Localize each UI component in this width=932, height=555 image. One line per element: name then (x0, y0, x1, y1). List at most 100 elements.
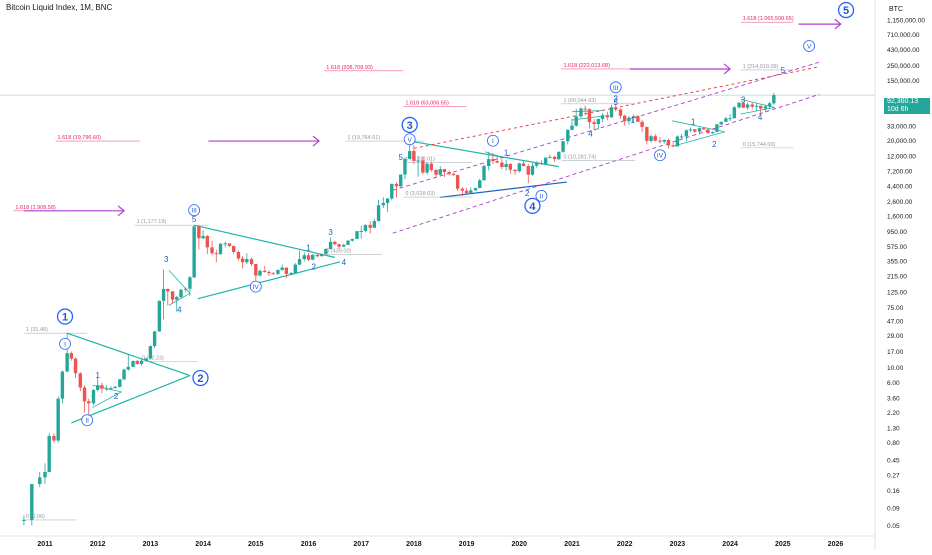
candle-body (96, 385, 100, 390)
triangle-upper (194, 224, 335, 258)
y-tick-label: 125.00 (887, 290, 907, 297)
candle-body (38, 477, 42, 485)
candle-body (311, 254, 315, 260)
fib-level-label: 1.618 (63,006.65) (405, 101, 449, 107)
y-tick-label: 430,000.00 (887, 47, 920, 54)
candle-body (508, 164, 513, 170)
candle-body (113, 386, 117, 389)
candle-body (205, 235, 210, 248)
y-tick-label: 3.60 (887, 395, 900, 402)
candle-body (201, 235, 205, 239)
candle-body (706, 129, 710, 134)
wave-label: 5 (843, 5, 849, 17)
candle-body (350, 238, 354, 241)
candle-body (438, 169, 442, 175)
y-axis: 1,150,000.00 710,000.00 430,000.00 250,000.… (887, 17, 925, 529)
wave-label-circle (837, 1, 855, 19)
y-tick-label: 20,000.00 (887, 138, 916, 145)
candle-body (118, 379, 122, 387)
candle-body (231, 246, 236, 252)
candle-body (56, 398, 60, 441)
wave-label: 3 (164, 255, 169, 264)
y-tick-label: 29.00 (887, 333, 904, 340)
y-tick-label: 2.20 (887, 410, 900, 417)
candle-body (280, 267, 284, 270)
candle-body (249, 259, 254, 265)
candle-body (319, 254, 324, 257)
candle-body (315, 254, 320, 257)
candle-body (548, 156, 552, 158)
candle-body (587, 109, 592, 123)
currency-label: BTC (889, 6, 903, 13)
x-tick-label: 2021 (564, 541, 580, 548)
wave-label-circle (524, 197, 541, 215)
small-wedge (484, 151, 504, 159)
candle-body (245, 259, 249, 263)
wave-label: 4 (177, 305, 182, 314)
wave-label: 4 (342, 258, 347, 267)
candles (22, 92, 776, 526)
last-price-badge[interactable]: 92,360.13 10d 6h (884, 98, 930, 114)
channel-lower (392, 93, 820, 234)
candle-body (627, 117, 631, 122)
fib-level-label: 1 (214,910.09) (743, 64, 779, 70)
candle-body (658, 140, 662, 142)
candle-body (109, 388, 113, 390)
candle-body (355, 231, 359, 239)
fib-level-label: 1.618 (222,013.68) (563, 63, 610, 69)
wave-label-circle (56, 308, 74, 325)
candle-body (473, 187, 478, 191)
y-tick-label: 0.05 (887, 523, 900, 530)
fib-level-label: 0 (15,744.00) (743, 142, 776, 148)
candle-body (442, 169, 447, 173)
candle-body (179, 289, 183, 297)
y-tick-label: 75.00 (887, 305, 904, 312)
wave-labels: 1III12234III5IV12343V5I124II3III541IV123… (56, 1, 855, 427)
candle-body (455, 175, 460, 189)
candle-body (333, 241, 337, 245)
wave-label: 2 (312, 262, 317, 271)
y-tick-label: 0.80 (887, 440, 900, 447)
fib-level-label: 1 (1,177.19) (137, 219, 167, 225)
y-tick-label: 1,600.00 (887, 214, 913, 221)
fib-level-label: 1.618 (19,796.60) (58, 135, 102, 141)
candle-body (184, 288, 188, 290)
small-wedge (92, 391, 122, 408)
candle-body (372, 221, 377, 228)
y-tick-label: 1,150,000.00 (887, 17, 925, 24)
candle-body (368, 224, 372, 228)
x-tick-label: 2025 (775, 541, 791, 548)
candle-body (478, 180, 482, 188)
candle-body (697, 128, 702, 132)
wave-label: III (613, 85, 619, 92)
wave-label-circle (654, 149, 666, 162)
candle-body (223, 243, 227, 245)
target-arrow-head (723, 63, 732, 75)
small-wedge (168, 292, 191, 306)
y-tick-label: 0.09 (887, 505, 900, 512)
candle-body (263, 270, 267, 273)
y-tick-label: 215.00 (887, 273, 907, 280)
candle-body (534, 163, 539, 166)
target-arrow-head (312, 135, 320, 147)
candle-body (464, 190, 469, 194)
candle-body (385, 198, 390, 203)
candle-body (148, 346, 153, 359)
y-tick-label: 250,000.00 (887, 63, 920, 70)
wave-label: 1 (95, 371, 100, 380)
wave-label-circle (192, 369, 209, 387)
candle-body (166, 288, 170, 292)
candle-body (135, 360, 139, 365)
candle-body (469, 190, 473, 194)
candle-body (276, 269, 280, 274)
triangle-lower (440, 181, 567, 198)
candle-body (434, 169, 438, 175)
x-tick-label: 2019 (459, 541, 475, 548)
y-tick-label: 2,600.00 (887, 199, 913, 206)
candle-body (337, 244, 341, 247)
candle-body (78, 373, 83, 388)
candle-body (679, 136, 684, 138)
candle-body (289, 272, 293, 274)
